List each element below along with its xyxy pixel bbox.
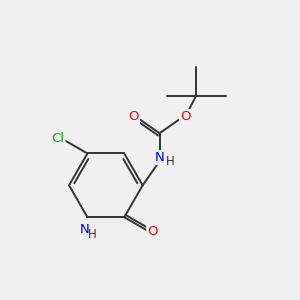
Text: H: H — [166, 155, 175, 168]
Text: N: N — [80, 223, 90, 236]
Text: Cl: Cl — [52, 132, 64, 145]
Text: O: O — [128, 110, 139, 123]
Text: N: N — [155, 151, 164, 164]
Text: O: O — [180, 110, 190, 123]
Text: H: H — [88, 228, 97, 242]
Text: O: O — [147, 225, 158, 238]
